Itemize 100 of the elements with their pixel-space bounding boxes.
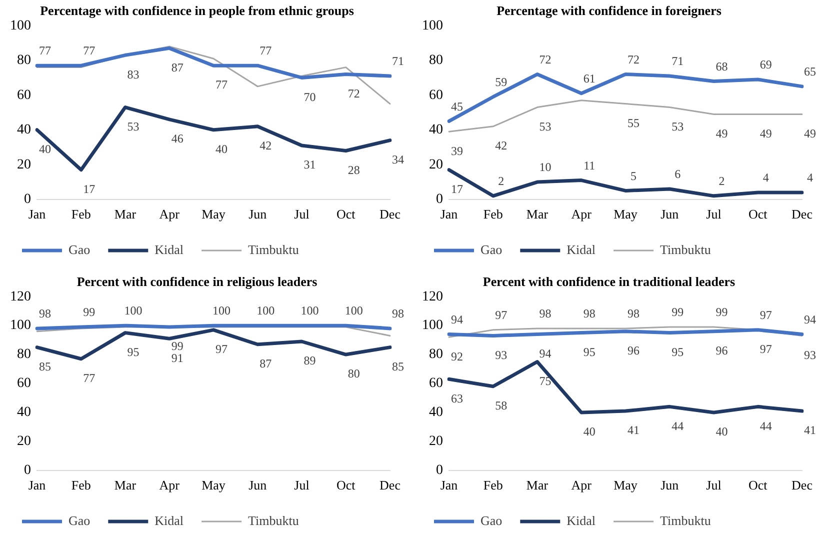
data-label: 41 bbox=[628, 423, 640, 438]
data-label: 11 bbox=[584, 158, 596, 172]
data-label: 98 bbox=[628, 306, 640, 321]
data-label: 55 bbox=[628, 116, 640, 130]
x-tick-label: Mar bbox=[526, 206, 549, 222]
data-label: 46 bbox=[171, 132, 184, 146]
data-label: 77 bbox=[39, 44, 51, 58]
data-label: 53 bbox=[127, 119, 140, 134]
x-tick-label: Jan bbox=[440, 206, 458, 222]
legend-label: Kidal bbox=[566, 512, 596, 528]
data-label: 94 bbox=[804, 312, 816, 326]
data-label: 91 bbox=[171, 350, 184, 365]
x-tick-label: Mar bbox=[114, 478, 137, 493]
x-tick-label: Oct bbox=[748, 478, 768, 493]
y-tick-label: 20 bbox=[429, 434, 443, 450]
data-label: 49 bbox=[760, 126, 772, 140]
y-tick-label: 100 bbox=[422, 318, 443, 334]
data-label: 98 bbox=[583, 306, 596, 321]
x-tick-label: Jan bbox=[28, 478, 46, 493]
x-tick-label: Apr bbox=[571, 206, 592, 222]
y-tick-label: 0 bbox=[24, 192, 31, 208]
data-label: 2 bbox=[718, 174, 725, 188]
y-tick-label: 100 bbox=[10, 18, 31, 34]
data-label: 40 bbox=[216, 142, 228, 156]
x-tick-label: Jan bbox=[440, 478, 458, 493]
y-tick-label: 40 bbox=[429, 122, 443, 138]
y-tick-label: 0 bbox=[436, 463, 443, 478]
legend-label: Kidal bbox=[154, 512, 184, 528]
x-tick-label: Jul bbox=[294, 478, 310, 493]
data-label: 98 bbox=[539, 306, 552, 321]
y-tick-label: 80 bbox=[429, 53, 443, 68]
data-label: 63 bbox=[451, 391, 463, 406]
data-label: 97 bbox=[216, 342, 228, 356]
data-label: 59 bbox=[495, 75, 508, 90]
y-tick-label: 120 bbox=[422, 289, 443, 304]
x-tick-label: Oct bbox=[336, 206, 356, 222]
data-label: 99 bbox=[83, 305, 96, 320]
x-tick-label: Oct bbox=[748, 206, 768, 222]
x-tick-label: Feb bbox=[71, 478, 91, 493]
data-label: 5 bbox=[630, 168, 636, 183]
y-tick-label: 100 bbox=[422, 18, 443, 34]
data-label: 83 bbox=[127, 67, 140, 82]
data-label: 97 bbox=[495, 308, 508, 322]
x-tick-label: Apr bbox=[571, 478, 592, 493]
y-tick-label: 120 bbox=[10, 289, 31, 304]
data-label: 99 bbox=[171, 339, 184, 354]
data-label: 49 bbox=[804, 126, 816, 140]
data-label: 72 bbox=[539, 52, 552, 66]
data-label: 34 bbox=[392, 152, 404, 166]
data-label: 87 bbox=[171, 60, 184, 74]
y-tick-label: 80 bbox=[17, 53, 31, 68]
data-label: 10 bbox=[539, 160, 552, 174]
legend-label: Timbuktu bbox=[248, 242, 300, 257]
x-tick-label: Dec bbox=[792, 478, 813, 493]
x-tick-label: Jul bbox=[706, 478, 722, 493]
data-label: 53 bbox=[539, 119, 552, 134]
data-label: 6 bbox=[674, 167, 681, 182]
data-label: 98 bbox=[39, 306, 51, 321]
x-tick-label: Jun bbox=[660, 478, 680, 493]
x-tick-label: Jun bbox=[248, 478, 268, 493]
data-label: 31 bbox=[304, 158, 316, 172]
data-label: 99 bbox=[672, 305, 684, 320]
data-label: 28 bbox=[348, 162, 360, 177]
data-label: 94 bbox=[539, 346, 552, 360]
data-label: 65 bbox=[804, 64, 816, 79]
x-tick-label: May bbox=[614, 206, 638, 222]
data-label: 85 bbox=[392, 359, 404, 374]
data-label: 77 bbox=[216, 78, 228, 92]
legend-label: Timbuktu bbox=[660, 242, 712, 257]
data-label: 93 bbox=[495, 348, 508, 362]
data-label: 58 bbox=[495, 398, 508, 413]
legend-label: Gao bbox=[68, 242, 90, 257]
legend-label: Gao bbox=[480, 512, 502, 528]
y-tick-label: 80 bbox=[429, 347, 443, 362]
data-label: 39 bbox=[451, 144, 463, 158]
y-tick-label: 0 bbox=[436, 192, 443, 208]
y-tick-label: 40 bbox=[17, 122, 31, 138]
data-label: 97 bbox=[760, 342, 772, 356]
data-label: 4 bbox=[762, 170, 769, 185]
data-label: 40 bbox=[39, 142, 51, 156]
y-tick-label: 60 bbox=[429, 376, 443, 392]
data-label: 45 bbox=[451, 99, 463, 114]
x-tick-label: Mar bbox=[526, 478, 549, 493]
y-tick-label: 40 bbox=[429, 405, 443, 420]
data-label: 92 bbox=[451, 349, 463, 364]
y-tick-label: 100 bbox=[10, 318, 31, 334]
data-label: 80 bbox=[348, 366, 360, 381]
data-label: 77 bbox=[260, 44, 272, 58]
legend-label: Timbuktu bbox=[660, 512, 712, 528]
chart-title: Percentage with confidence in foreigners bbox=[496, 3, 722, 18]
data-label: 17 bbox=[451, 182, 463, 196]
data-label: 71 bbox=[672, 54, 684, 68]
data-label: 53 bbox=[672, 119, 684, 134]
data-label: 4 bbox=[807, 170, 813, 185]
data-label: 40 bbox=[583, 424, 596, 439]
x-tick-label: Jun bbox=[248, 206, 268, 222]
data-label: 40 bbox=[716, 424, 728, 439]
y-tick-label: 20 bbox=[17, 434, 31, 450]
x-tick-label: Oct bbox=[336, 478, 356, 493]
data-label: 85 bbox=[39, 359, 51, 374]
